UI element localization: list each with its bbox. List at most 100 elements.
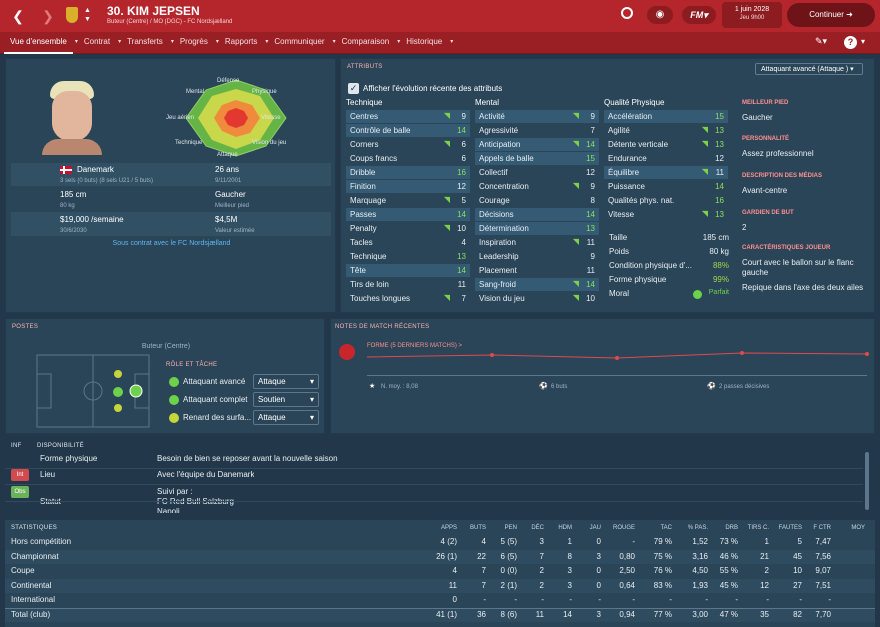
attribute-row[interactable]: Tacles 4 [346, 236, 470, 249]
nav-item[interactable]: Vue d'ensemble [4, 32, 73, 54]
attribute-row[interactable]: Qualités phys. nat. 16 [604, 194, 728, 207]
table-row[interactable] [5, 578, 875, 593]
nav-item[interactable]: Comparaison [341, 37, 390, 46]
attribute-row[interactable]: Contrôle de balle 14 [346, 124, 470, 137]
edit-icon[interactable]: ✎▾ [815, 36, 828, 46]
back-icon[interactable]: ❮ [12, 8, 24, 24]
attribute-row[interactable]: Marquage ◥ 5 [346, 194, 470, 207]
table-cell: - [669, 595, 672, 604]
chevron-down-icon: ▾ [397, 39, 401, 45]
attribute-row[interactable]: Centres ◥ 9 [346, 110, 470, 123]
inf-tab[interactable]: Inf [11, 443, 22, 449]
attribute-row[interactable]: Anticipation ◥ 14 [475, 138, 599, 151]
attribute-row[interactable]: Dribble 16 [346, 166, 470, 179]
stats-column-header[interactable]: F Ctr [813, 525, 831, 531]
attribute-row[interactable]: Accélération 15 [604, 110, 728, 123]
attribute-row[interactable]: Corners ◥ 6 [346, 138, 470, 151]
table-row[interactable] [5, 549, 875, 564]
nav-item[interactable]: Contrat [83, 37, 111, 46]
attribute-row[interactable]: Détermination 13 [475, 222, 599, 235]
stats-column-header[interactable]: Rouge [612, 525, 635, 531]
table-cell: 7 [539, 551, 544, 561]
table-row[interactable] [5, 535, 875, 549]
nav-item[interactable]: Transferts [127, 37, 163, 46]
attribute-name: Puissance [608, 182, 645, 191]
availability-scrollbar[interactable] [865, 452, 869, 510]
attribute-value: 9 [461, 112, 466, 121]
stats-column-header[interactable]: Drb [725, 525, 738, 531]
attribute-row[interactable]: Équilibre ◥ 11 [604, 166, 728, 179]
attribute-value: 11 [715, 168, 724, 177]
attribute-row[interactable]: Sang-froid ◥ 14 [475, 278, 599, 291]
info-value: Assez professionnel [742, 149, 814, 158]
attribute-row[interactable]: Détente verticale ◥ 13 [604, 138, 728, 151]
attribute-row[interactable]: Vitesse ◥ 13 [604, 208, 728, 221]
stats-column-header[interactable]: % pas. [687, 525, 708, 531]
globe-icon[interactable]: ◉ [647, 6, 673, 24]
attribute-value: 14 [457, 210, 466, 219]
duty-dropdown[interactable]: Soutien ▾ [253, 392, 319, 407]
search-icon[interactable] [621, 7, 633, 19]
role-dropdown[interactable]: Attaquant avancé (Attaque ) ▾ [755, 63, 863, 75]
info-heading: Meilleur pied [742, 100, 789, 106]
attribute-row[interactable]: Leadership 9 [475, 250, 599, 263]
form-link[interactable]: Forme (5 derniers matchs) > [367, 343, 463, 349]
attribute-row[interactable]: Inspiration ◥ 11 [475, 236, 599, 249]
duty-dropdown[interactable]: Attaque ▾ [253, 374, 319, 389]
attribute-row[interactable]: Décisions 14 [475, 208, 599, 221]
attribute-row[interactable]: Agilité ◥ 13 [604, 124, 728, 137]
table-row[interactable] [5, 607, 875, 622]
stats-column-header[interactable]: Déc [531, 525, 544, 531]
attribute-row[interactable]: Placement 11 [475, 264, 599, 277]
availability-tab[interactable]: Disponibilité [37, 443, 84, 449]
stats-column-header[interactable]: HdM [558, 525, 572, 531]
attribute-row[interactable]: Agressivité 7 [475, 124, 599, 137]
stats-column-header[interactable]: Apps [440, 525, 457, 531]
attribute-row[interactable]: Puissance 14 [604, 180, 728, 193]
contract-status-link[interactable]: Sous contrat avec le FC Nordsjælland [112, 240, 231, 247]
date-of-birth: 9/11/2001 [215, 178, 242, 184]
stats-column-header[interactable]: Moy [851, 525, 865, 531]
attribute-row[interactable]: Endurance 12 [604, 152, 728, 165]
attribute-row[interactable]: Finition 12 [346, 180, 470, 193]
attribute-row[interactable]: Passes 14 [346, 208, 470, 221]
stats-column-header[interactable]: Tirs c. [747, 525, 769, 531]
attribute-row[interactable]: Appels de balle 15 [475, 152, 599, 165]
player-switch-icon[interactable]: ▲ ▼ [84, 7, 91, 23]
stats-column-header[interactable]: Buts [469, 525, 486, 531]
duty-dropdown[interactable]: Attaque ▾ [253, 410, 319, 425]
stats-column-header[interactable]: Fautes [778, 525, 802, 531]
fm-menu-icon[interactable]: FM▾ [682, 6, 716, 24]
stats-column-header[interactable]: Tac [660, 525, 672, 531]
attribute-row[interactable]: Touches longues ◥ 7 [346, 292, 470, 305]
stats-column-header[interactable]: Jau [589, 525, 601, 531]
attribute-radar [185, 79, 287, 157]
table-cell: 0 [596, 580, 601, 590]
attribute-row[interactable]: Tête 14 [346, 264, 470, 277]
table-row[interactable] [5, 564, 875, 578]
attribute-row[interactable]: Tirs de loin 11 [346, 278, 470, 291]
attribute-row[interactable]: Activité ◥ 9 [475, 110, 599, 123]
help-icon[interactable]: ? [844, 36, 857, 49]
competition-name: Championnat [11, 551, 59, 561]
attribute-row[interactable]: Courage 8 [475, 194, 599, 207]
stats-column-header[interactable]: Pen [504, 525, 517, 531]
attribute-row[interactable]: Penalty ◥ 10 [346, 222, 470, 235]
attribute-name: Contrôle de balle [350, 126, 411, 135]
attribute-row[interactable]: Coups francs 6 [346, 152, 470, 165]
attribute-row[interactable]: Technique 13 [346, 250, 470, 263]
attribute-row[interactable]: Concentration ◥ 9 [475, 180, 599, 193]
nav-item[interactable]: Historique [406, 37, 443, 46]
help-arrow-icon[interactable]: ▾ [861, 37, 866, 46]
nav-item[interactable]: Progrès [179, 37, 208, 46]
continue-button[interactable]: Continuer ➜ [787, 3, 875, 27]
attribute-row[interactable]: Collectif 12 [475, 166, 599, 179]
attribute-row[interactable]: Vision du jeu ◥ 10 [475, 292, 599, 305]
nav-item[interactable]: Rapports [224, 37, 258, 46]
role-name: Attaquant avancé [183, 377, 246, 386]
evolution-checkbox[interactable]: ✓ [348, 83, 359, 94]
nav-item[interactable]: Communiquer [274, 37, 325, 46]
forward-icon[interactable]: ❯ [42, 8, 54, 24]
table-cell: 0 (0) [500, 566, 517, 575]
table-row[interactable] [5, 593, 875, 607]
